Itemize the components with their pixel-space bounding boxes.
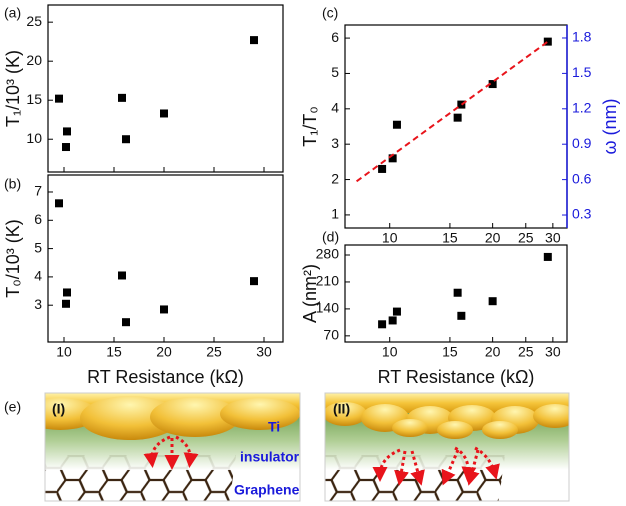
- x-tick-label: 20: [156, 344, 172, 360]
- x-tick-label: 30: [545, 230, 561, 246]
- plot-frame: [344, 24, 568, 229]
- data-point: [118, 93, 126, 102]
- x-tick-label: 30: [545, 344, 561, 360]
- x-tick-label: 25: [206, 344, 222, 360]
- y-axis-label: T₁/T₀: [300, 106, 320, 147]
- y-tick-label: 3: [34, 296, 42, 312]
- data-point: [388, 316, 397, 325]
- data-point: [250, 36, 258, 45]
- y2-tick-label: 0.3: [572, 206, 592, 222]
- plot-frame: [344, 244, 568, 343]
- illustration-frame: [324, 392, 570, 502]
- x-tick-label: 15: [442, 230, 458, 246]
- data-point: [160, 109, 168, 118]
- x-tick-label: 15: [442, 344, 458, 360]
- y-tick-label: 10: [26, 130, 42, 146]
- y2-tick-label: 1.2: [572, 99, 592, 115]
- x-tick-label: 10: [382, 344, 398, 360]
- illustration-label: (II): [333, 401, 350, 417]
- y-tick-label: 20: [26, 52, 42, 68]
- layer-label: Graphene: [234, 482, 300, 498]
- panel-label: (a): [4, 5, 21, 21]
- data-point: [543, 37, 552, 46]
- y-tick-label: 5: [331, 64, 339, 80]
- data-point: [55, 94, 63, 103]
- y-tick-label: 15: [26, 91, 42, 107]
- x-tick-label: 25: [518, 230, 534, 246]
- x-tick-label: 15: [106, 344, 122, 360]
- x-tick-label: 30: [256, 344, 272, 360]
- data-point: [250, 277, 258, 286]
- layer-label: insulator: [240, 449, 300, 465]
- data-point: [488, 80, 497, 89]
- data-point: [543, 252, 552, 261]
- y-tick-label: 7: [34, 183, 42, 199]
- data-point: [392, 120, 401, 129]
- data-point: [453, 113, 462, 122]
- y-tick-label: 4: [34, 268, 42, 284]
- y2-tick-label: 0.6: [572, 170, 592, 186]
- plot-frame: [47, 174, 284, 343]
- illustration-panel: [325, 393, 569, 501]
- y2-tick-label: 1.5: [572, 64, 592, 80]
- plot-frame: [47, 4, 284, 173]
- data-point: [63, 288, 71, 297]
- y-tick-label: 6: [34, 211, 42, 227]
- x-tick-label: 20: [485, 230, 501, 246]
- y2-tick-label: 0.9: [572, 135, 592, 151]
- data-point: [388, 154, 397, 163]
- y-tick-label: 280: [316, 246, 340, 262]
- y-tick-label: 1: [331, 206, 339, 222]
- data-point: [488, 297, 497, 306]
- data-point: [122, 135, 130, 144]
- data-point: [457, 311, 466, 320]
- y-tick-label: 210: [316, 273, 340, 289]
- illustration-label: (I): [52, 401, 65, 417]
- illustration-frame: [44, 392, 301, 502]
- x-tick-label: 10: [382, 230, 398, 246]
- panel-label: (d): [322, 229, 339, 245]
- data-point: [62, 143, 70, 152]
- data-point: [453, 288, 462, 297]
- y-axis-label: A (nm²): [300, 264, 320, 323]
- data-point: [55, 199, 63, 208]
- y-tick-label: 25: [26, 13, 42, 29]
- x-axis-label: RT Resistance (kΩ): [378, 367, 535, 387]
- x-tick-label: 25: [518, 344, 534, 360]
- data-point: [378, 320, 387, 329]
- y2-axis-label: ω (nm): [600, 98, 620, 154]
- data-point: [122, 318, 130, 327]
- y-axis-label: T₀/10³ (K): [3, 219, 23, 297]
- y-axis-label: T₁/10³ (K): [3, 50, 23, 127]
- y-tick-label: 2: [331, 170, 339, 186]
- x-tick-label: 20: [485, 344, 501, 360]
- layer-label: Ti: [268, 419, 280, 435]
- y-tick-label: 6: [331, 29, 339, 45]
- data-point: [63, 127, 71, 136]
- y2-tick-label: 1.8: [572, 29, 592, 45]
- y-tick-label: 140: [316, 300, 340, 316]
- x-axis-label: RT Resistance (kΩ): [87, 367, 244, 387]
- fit-line: [355, 40, 549, 183]
- y-tick-label: 5: [34, 239, 42, 255]
- y-tick-label: 4: [331, 100, 339, 116]
- panel-label: (b): [4, 176, 21, 192]
- data-point: [457, 100, 466, 109]
- data-point: [118, 271, 126, 280]
- illustration-panel: [45, 393, 300, 501]
- y-tick-label: 3: [331, 135, 339, 151]
- panel-label: (e): [4, 399, 21, 415]
- x-tick-label: 10: [56, 344, 72, 360]
- panel-label: (c): [322, 5, 338, 21]
- data-point: [378, 164, 387, 173]
- y-tick-label: 70: [323, 327, 339, 343]
- data-point: [392, 307, 401, 316]
- data-point: [160, 305, 168, 314]
- data-point: [62, 299, 70, 308]
